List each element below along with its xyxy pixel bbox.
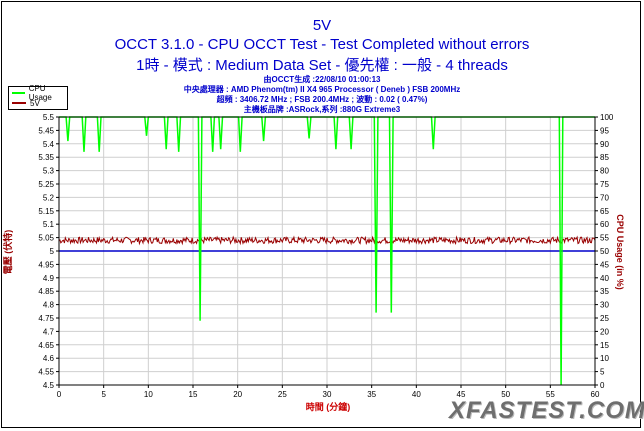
y-right-axis-label: CPU Usage (in %) xyxy=(615,214,625,290)
info-clock: 超頻 : 3406.72 MHz ; FSB 200.4MHz ; 波動 : 0… xyxy=(216,95,428,104)
legend-item-5v: 5V xyxy=(12,98,40,108)
series-5v-line xyxy=(58,235,596,246)
y-left-tick-label: 4.85 xyxy=(38,287,54,296)
y-right-tick-label: 20 xyxy=(600,327,609,336)
y-left-tick-label: 5 xyxy=(50,247,55,256)
x-tick-label: 30 xyxy=(323,390,332,399)
chart-subtitle-mode: 1時 - 模式 : Medium Data Set - 優先權 : 一般 - 4… xyxy=(136,57,508,74)
y-right-tick-label: 100 xyxy=(600,113,614,122)
y-left-tick-label: 4.9 xyxy=(43,274,55,283)
y-left-tick-label: 5.45 xyxy=(38,126,54,135)
y-right-tick-label: 85 xyxy=(600,153,609,162)
y-left-tick-label: 5.1 xyxy=(43,220,55,229)
legend-label-5v: 5V xyxy=(30,98,40,108)
watermark-logo: XFASTEST.COM xyxy=(449,397,644,424)
y-left-tick-label: 4.7 xyxy=(43,327,55,336)
y-left-tick-label: 4.55 xyxy=(38,368,54,377)
x-tick-label: 60 xyxy=(591,390,600,399)
x-tick-label: 20 xyxy=(233,390,242,399)
x-tick-label: 45 xyxy=(457,390,466,399)
y-left-tick-label: 4.65 xyxy=(38,341,54,350)
x-axis-label: 時間 (分鐘) xyxy=(306,401,351,412)
y-right-tick-label: 70 xyxy=(600,193,609,202)
y-left-tick-label: 4.5 xyxy=(43,381,55,390)
y-left-ticks: 4.5 4.55 4.6 4.65 4.7 4.75 4.8 4.85 4.9 4.95 5 5.05… xyxy=(38,113,59,390)
x-tick-label: 35 xyxy=(367,390,376,399)
x-tick-label: 0 xyxy=(57,390,62,399)
y-right-ticks: 0 5 10 15 20 25 30 35 40 45 50 55 60 65 70 75 80 85 90 95 10… xyxy=(595,113,614,390)
x-tick-label: 40 xyxy=(412,390,421,399)
y-left-tick-label: 4.75 xyxy=(38,314,54,323)
y-right-tick-label: 45 xyxy=(600,260,609,269)
y-right-tick-label: 60 xyxy=(600,220,609,229)
legend-swatch-cpu-usage xyxy=(12,92,25,94)
y-right-tick-label: 40 xyxy=(600,274,609,283)
x-tick-label: 10 xyxy=(144,390,153,399)
y-left-tick-label: 5.25 xyxy=(38,180,54,189)
y-left-tick-label: 5.35 xyxy=(38,153,54,162)
y-left-tick-label: 5.2 xyxy=(43,193,55,202)
x-tick-label: 15 xyxy=(189,390,198,399)
legend-item-cpu-usage: CPU Usage xyxy=(12,84,67,102)
y-right-tick-label: 50 xyxy=(600,247,609,256)
info-motherboard: 主機板品牌 :ASRock,系列 :880G Extreme3 xyxy=(243,105,401,114)
x-tick-label: 50 xyxy=(501,390,510,399)
y-left-tick-label: 5.5 xyxy=(43,113,55,122)
legend-label-cpu-usage: CPU Usage xyxy=(28,84,52,102)
x-ticks: 0 5 10 15 20 25 30 35 40 45 50 55 60 xyxy=(57,385,600,399)
legend-swatch-5v xyxy=(12,102,26,104)
y-right-tick-label: 30 xyxy=(600,301,609,310)
chart-title: 5V xyxy=(312,17,332,34)
y-right-tick-label: 15 xyxy=(600,341,609,350)
info-generated: 由OCCT生成 :22/08/10 01:00:13 xyxy=(263,75,381,84)
legend: CPU Usage 5V xyxy=(8,84,68,110)
info-cpu: 中央處理器 : AMD Phenom(tm) II X4 965 Process… xyxy=(183,85,461,94)
chart-subtitle: OCCT 3.1.0 - CPU OCCT Test - Test Comple… xyxy=(114,36,530,53)
y-right-tick-label: 25 xyxy=(600,314,609,323)
y-left-axis-label: 電壓 (伏特) xyxy=(2,230,13,275)
y-right-tick-label: 80 xyxy=(600,167,609,176)
y-left-tick-label: 5.05 xyxy=(38,234,54,243)
y-left-tick-label: 5.4 xyxy=(43,140,55,149)
y-right-tick-label: 10 xyxy=(600,354,609,363)
y-left-tick-label: 4.8 xyxy=(43,301,55,310)
y-right-tick-label: 0 xyxy=(600,381,605,390)
x-tick-label: 25 xyxy=(278,390,287,399)
y-right-tick-label: 35 xyxy=(600,287,609,296)
y-right-tick-label: 90 xyxy=(600,140,609,149)
y-right-tick-label: 5 xyxy=(600,368,605,377)
y-left-tick-label: 5.15 xyxy=(38,207,54,216)
y-right-tick-label: 55 xyxy=(600,234,609,243)
y-right-tick-label: 65 xyxy=(600,207,609,216)
y-right-tick-label: 75 xyxy=(600,180,609,189)
y-left-tick-label: 5.3 xyxy=(43,167,55,176)
x-tick-label: 55 xyxy=(546,390,555,399)
y-left-tick-label: 4.95 xyxy=(38,260,54,269)
y-right-tick-label: 95 xyxy=(600,126,609,135)
y-left-tick-label: 4.6 xyxy=(43,354,55,363)
x-tick-label: 5 xyxy=(101,390,106,399)
